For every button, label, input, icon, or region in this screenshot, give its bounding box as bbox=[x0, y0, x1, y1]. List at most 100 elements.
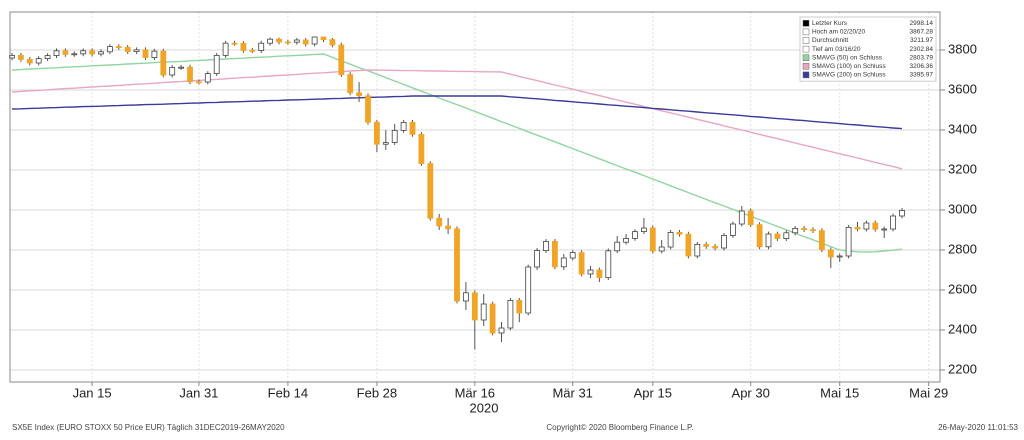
candle-body bbox=[347, 74, 354, 94]
legend-value: 2302.84 bbox=[910, 46, 934, 53]
y-tick-label: 2600 bbox=[948, 281, 977, 296]
y-tick-label: 2800 bbox=[948, 241, 977, 256]
legend-swatch bbox=[802, 54, 810, 61]
candle-body bbox=[667, 231, 674, 248]
legend-value: 3395.97 bbox=[910, 72, 934, 79]
legend-swatch bbox=[802, 28, 810, 36]
y-tick-label: 3400 bbox=[948, 121, 977, 136]
candle-body bbox=[427, 163, 434, 219]
candle-body bbox=[258, 42, 265, 52]
axes: 2200 2400 2600 2800 3000 3200 3400 3600 3800 Jan … bbox=[73, 41, 977, 400]
candle-body bbox=[712, 245, 718, 249]
y-tick-label: 3800 bbox=[948, 41, 977, 56]
legend-label: SMAVG (50) on Schluss bbox=[812, 54, 883, 61]
candle-body bbox=[391, 129, 398, 143]
candle-body bbox=[187, 66, 193, 83]
candles bbox=[9, 36, 905, 350]
candle-body bbox=[649, 227, 656, 252]
legend-swatch bbox=[802, 45, 810, 53]
candle-body bbox=[552, 240, 558, 268]
legend: Letzter Kurs 2998.14 Hoch am 02/20/20 3867.… bbox=[799, 16, 937, 82]
legend-label: SMAVG (200) on Schluss bbox=[812, 72, 886, 79]
candle-body bbox=[26, 59, 33, 64]
candle-body bbox=[80, 50, 87, 55]
candle-body bbox=[276, 38, 282, 43]
legend-label: SMAVG (100) on Schluss bbox=[812, 63, 886, 70]
grid bbox=[10, 12, 940, 382]
candle-body bbox=[445, 225, 452, 230]
candle-body bbox=[17, 55, 24, 60]
candle-body bbox=[213, 55, 220, 75]
candle-body bbox=[587, 269, 594, 275]
legend-swatch bbox=[802, 20, 810, 27]
x-tick-label: Mär 31 bbox=[552, 385, 592, 400]
candle-body bbox=[400, 122, 407, 131]
candle-body bbox=[133, 49, 140, 52]
candle-body bbox=[614, 241, 621, 252]
candle-body bbox=[107, 46, 113, 53]
lines bbox=[11, 53, 903, 253]
footer-center: Copyright© 2020 Bloomberg Finance L.P. bbox=[546, 423, 693, 432]
legend-value: 3211.97 bbox=[910, 37, 933, 44]
candle-body bbox=[373, 121, 380, 145]
year-label: 2020 bbox=[470, 400, 499, 415]
candle-body bbox=[498, 327, 505, 334]
ma-line bbox=[11, 69, 903, 170]
candle-body bbox=[409, 122, 416, 135]
footer-left: SX5E Index (EURO STOXX 50 Price EUR) Täg… bbox=[12, 423, 285, 432]
x-tick-label: Jan 31 bbox=[179, 385, 218, 400]
candle-body bbox=[480, 303, 487, 321]
candle-body bbox=[142, 49, 149, 58]
candle-body bbox=[44, 55, 51, 59]
candle-body bbox=[302, 39, 309, 45]
candle-body bbox=[160, 50, 167, 76]
candle-body bbox=[489, 303, 496, 334]
candle-body bbox=[169, 67, 176, 76]
legend-swatch bbox=[802, 71, 810, 79]
candle-body bbox=[204, 73, 211, 83]
candle-body bbox=[774, 233, 781, 239]
candle-body bbox=[231, 42, 238, 45]
candle-body bbox=[516, 299, 523, 314]
legend-value: 3206.36 bbox=[910, 63, 934, 70]
candle-body bbox=[685, 233, 692, 257]
legend-label: Letzter Kurs bbox=[812, 20, 848, 27]
candle-body bbox=[311, 36, 318, 45]
candle-body bbox=[124, 47, 131, 53]
candle-body bbox=[543, 240, 549, 251]
x-tick-label: Mai 29 bbox=[909, 385, 948, 400]
candle-body bbox=[819, 230, 825, 251]
x-tick-label: Jan 15 bbox=[73, 385, 112, 400]
candle-body bbox=[854, 226, 861, 230]
candle-body bbox=[836, 255, 843, 258]
candle-body bbox=[35, 58, 42, 64]
candle-body bbox=[462, 292, 469, 302]
legend-value: 3867.28 bbox=[910, 29, 934, 36]
candle-body bbox=[605, 250, 612, 279]
candle-body bbox=[89, 50, 95, 55]
candle-body bbox=[222, 42, 229, 56]
candle-body bbox=[534, 250, 540, 268]
candle-body bbox=[338, 44, 345, 76]
candle-body bbox=[623, 237, 629, 243]
candle-body bbox=[365, 95, 371, 123]
legend-label: Tief am 03/16/20 bbox=[812, 46, 861, 53]
candle-body bbox=[284, 41, 291, 44]
candle-body bbox=[471, 292, 478, 321]
legend-label: Hoch am 02/20/20 bbox=[812, 29, 866, 36]
candle-body bbox=[454, 228, 460, 302]
candle-body bbox=[507, 299, 514, 329]
candle-body bbox=[293, 39, 300, 43]
candle-body bbox=[658, 246, 665, 252]
candle-body bbox=[899, 209, 905, 217]
candle-body bbox=[151, 50, 158, 59]
x-tick-label: Mai 15 bbox=[820, 385, 859, 400]
candle-body bbox=[730, 223, 736, 236]
candle-body bbox=[240, 43, 247, 51]
candle-body bbox=[62, 50, 69, 55]
candle-body bbox=[267, 38, 274, 44]
candle-body bbox=[71, 53, 78, 56]
legend-label: Durchschnitt bbox=[812, 37, 848, 44]
candle-body bbox=[329, 39, 336, 46]
